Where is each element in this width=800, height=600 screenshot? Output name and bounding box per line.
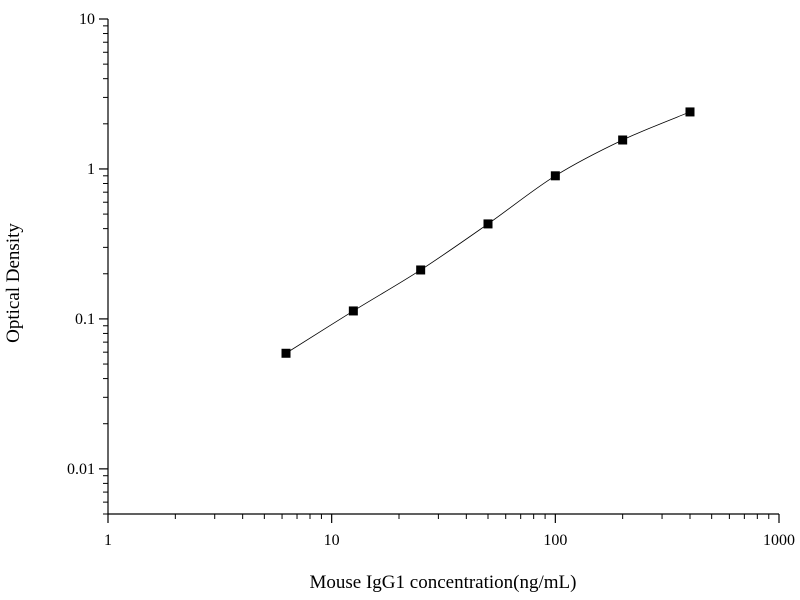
data-point <box>685 107 695 117</box>
x-axis-label: Mouse IgG1 concentration(ng/mL) <box>310 572 577 593</box>
x-tick-label: 1000 <box>763 532 795 549</box>
x-tick-label: 100 <box>543 532 567 549</box>
y-tick-label: 1 <box>87 161 95 178</box>
x-tick-label: 1 <box>104 532 112 549</box>
y-tick-label: 0.01 <box>67 461 95 478</box>
y-axis-label: Optical Density <box>3 223 24 343</box>
data-point <box>618 135 628 145</box>
data-point <box>416 265 426 275</box>
data-point <box>483 219 493 229</box>
y-axis: 0.01 0.1 1 10 <box>67 11 108 515</box>
data-point <box>348 306 358 316</box>
y-tick-label: 10 <box>79 11 95 28</box>
fit-curve <box>285 111 691 354</box>
x-tick-label: 10 <box>324 532 340 549</box>
x-axis: 1 10 100 1000 <box>104 514 795 549</box>
plot-area <box>107 19 779 515</box>
y-tick-label: 0.1 <box>75 311 95 328</box>
data-points <box>281 107 695 358</box>
data-point <box>281 348 291 358</box>
data-point <box>550 171 560 181</box>
